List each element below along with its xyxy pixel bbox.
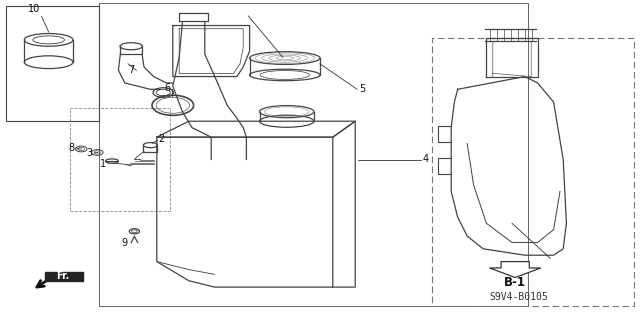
Text: Fr.: Fr. [56, 271, 69, 281]
Bar [432, 38, 634, 306]
Bar [45, 272, 83, 281]
Bar [70, 108, 170, 211]
Text: 4: 4 [422, 154, 429, 165]
Text: 1: 1 [99, 159, 106, 169]
Text: 5: 5 [360, 84, 366, 94]
Text: 6: 6 [164, 83, 171, 93]
Text: B-1: B-1 [504, 276, 526, 289]
Polygon shape [490, 262, 541, 278]
Text: 2: 2 [159, 134, 165, 144]
Text: 7: 7 [128, 65, 134, 75]
Bar [99, 3, 528, 306]
Text: 3: 3 [86, 148, 93, 158]
Text: S9V4-B0105: S9V4-B0105 [489, 292, 548, 302]
Text: 8: 8 [68, 143, 75, 153]
Text: 10: 10 [28, 4, 40, 14]
Text: 9: 9 [122, 238, 128, 248]
Bar [6, 6, 99, 121]
